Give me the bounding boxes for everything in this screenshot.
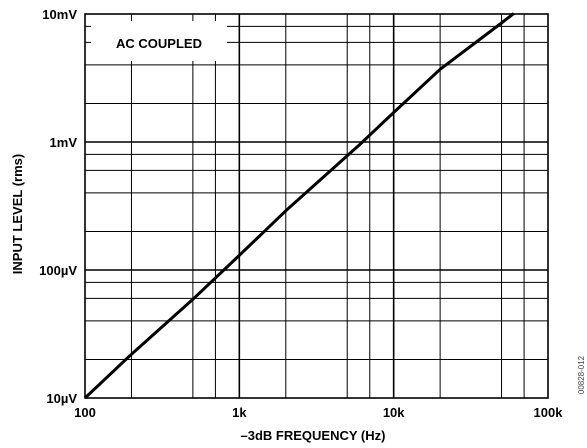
y-tick-label: 10mV <box>42 7 77 22</box>
x-tick-label: 100k <box>534 405 564 420</box>
y-axis-label: INPUT LEVEL (rms) <box>10 154 25 274</box>
figure-id: 00828-012 <box>577 355 586 394</box>
plot-frame <box>84 13 549 399</box>
x-tick-label: 1k <box>232 405 247 420</box>
annotation-ac-coupled: AC COUPLED <box>116 36 202 51</box>
y-tick-label: 1mV <box>50 135 78 150</box>
y-tick-label: 10µV <box>46 391 77 406</box>
annotation-box: AC COUPLED <box>91 21 227 61</box>
x-tick-label: 100 <box>74 405 96 420</box>
y-tick-labels: 10µV 100µV 1mV 10mV <box>39 7 77 406</box>
grid <box>85 14 548 398</box>
plot-border <box>84 13 549 399</box>
x-axis-label: –3dB FREQUENCY (Hz) <box>241 428 386 443</box>
y-tick-label: 100µV <box>39 263 77 278</box>
x-tick-label: 10k <box>383 405 405 420</box>
series-line-0 <box>83 12 515 400</box>
series-group <box>83 12 515 400</box>
x-tick-labels: 100 1k 10k 100k <box>74 405 563 420</box>
